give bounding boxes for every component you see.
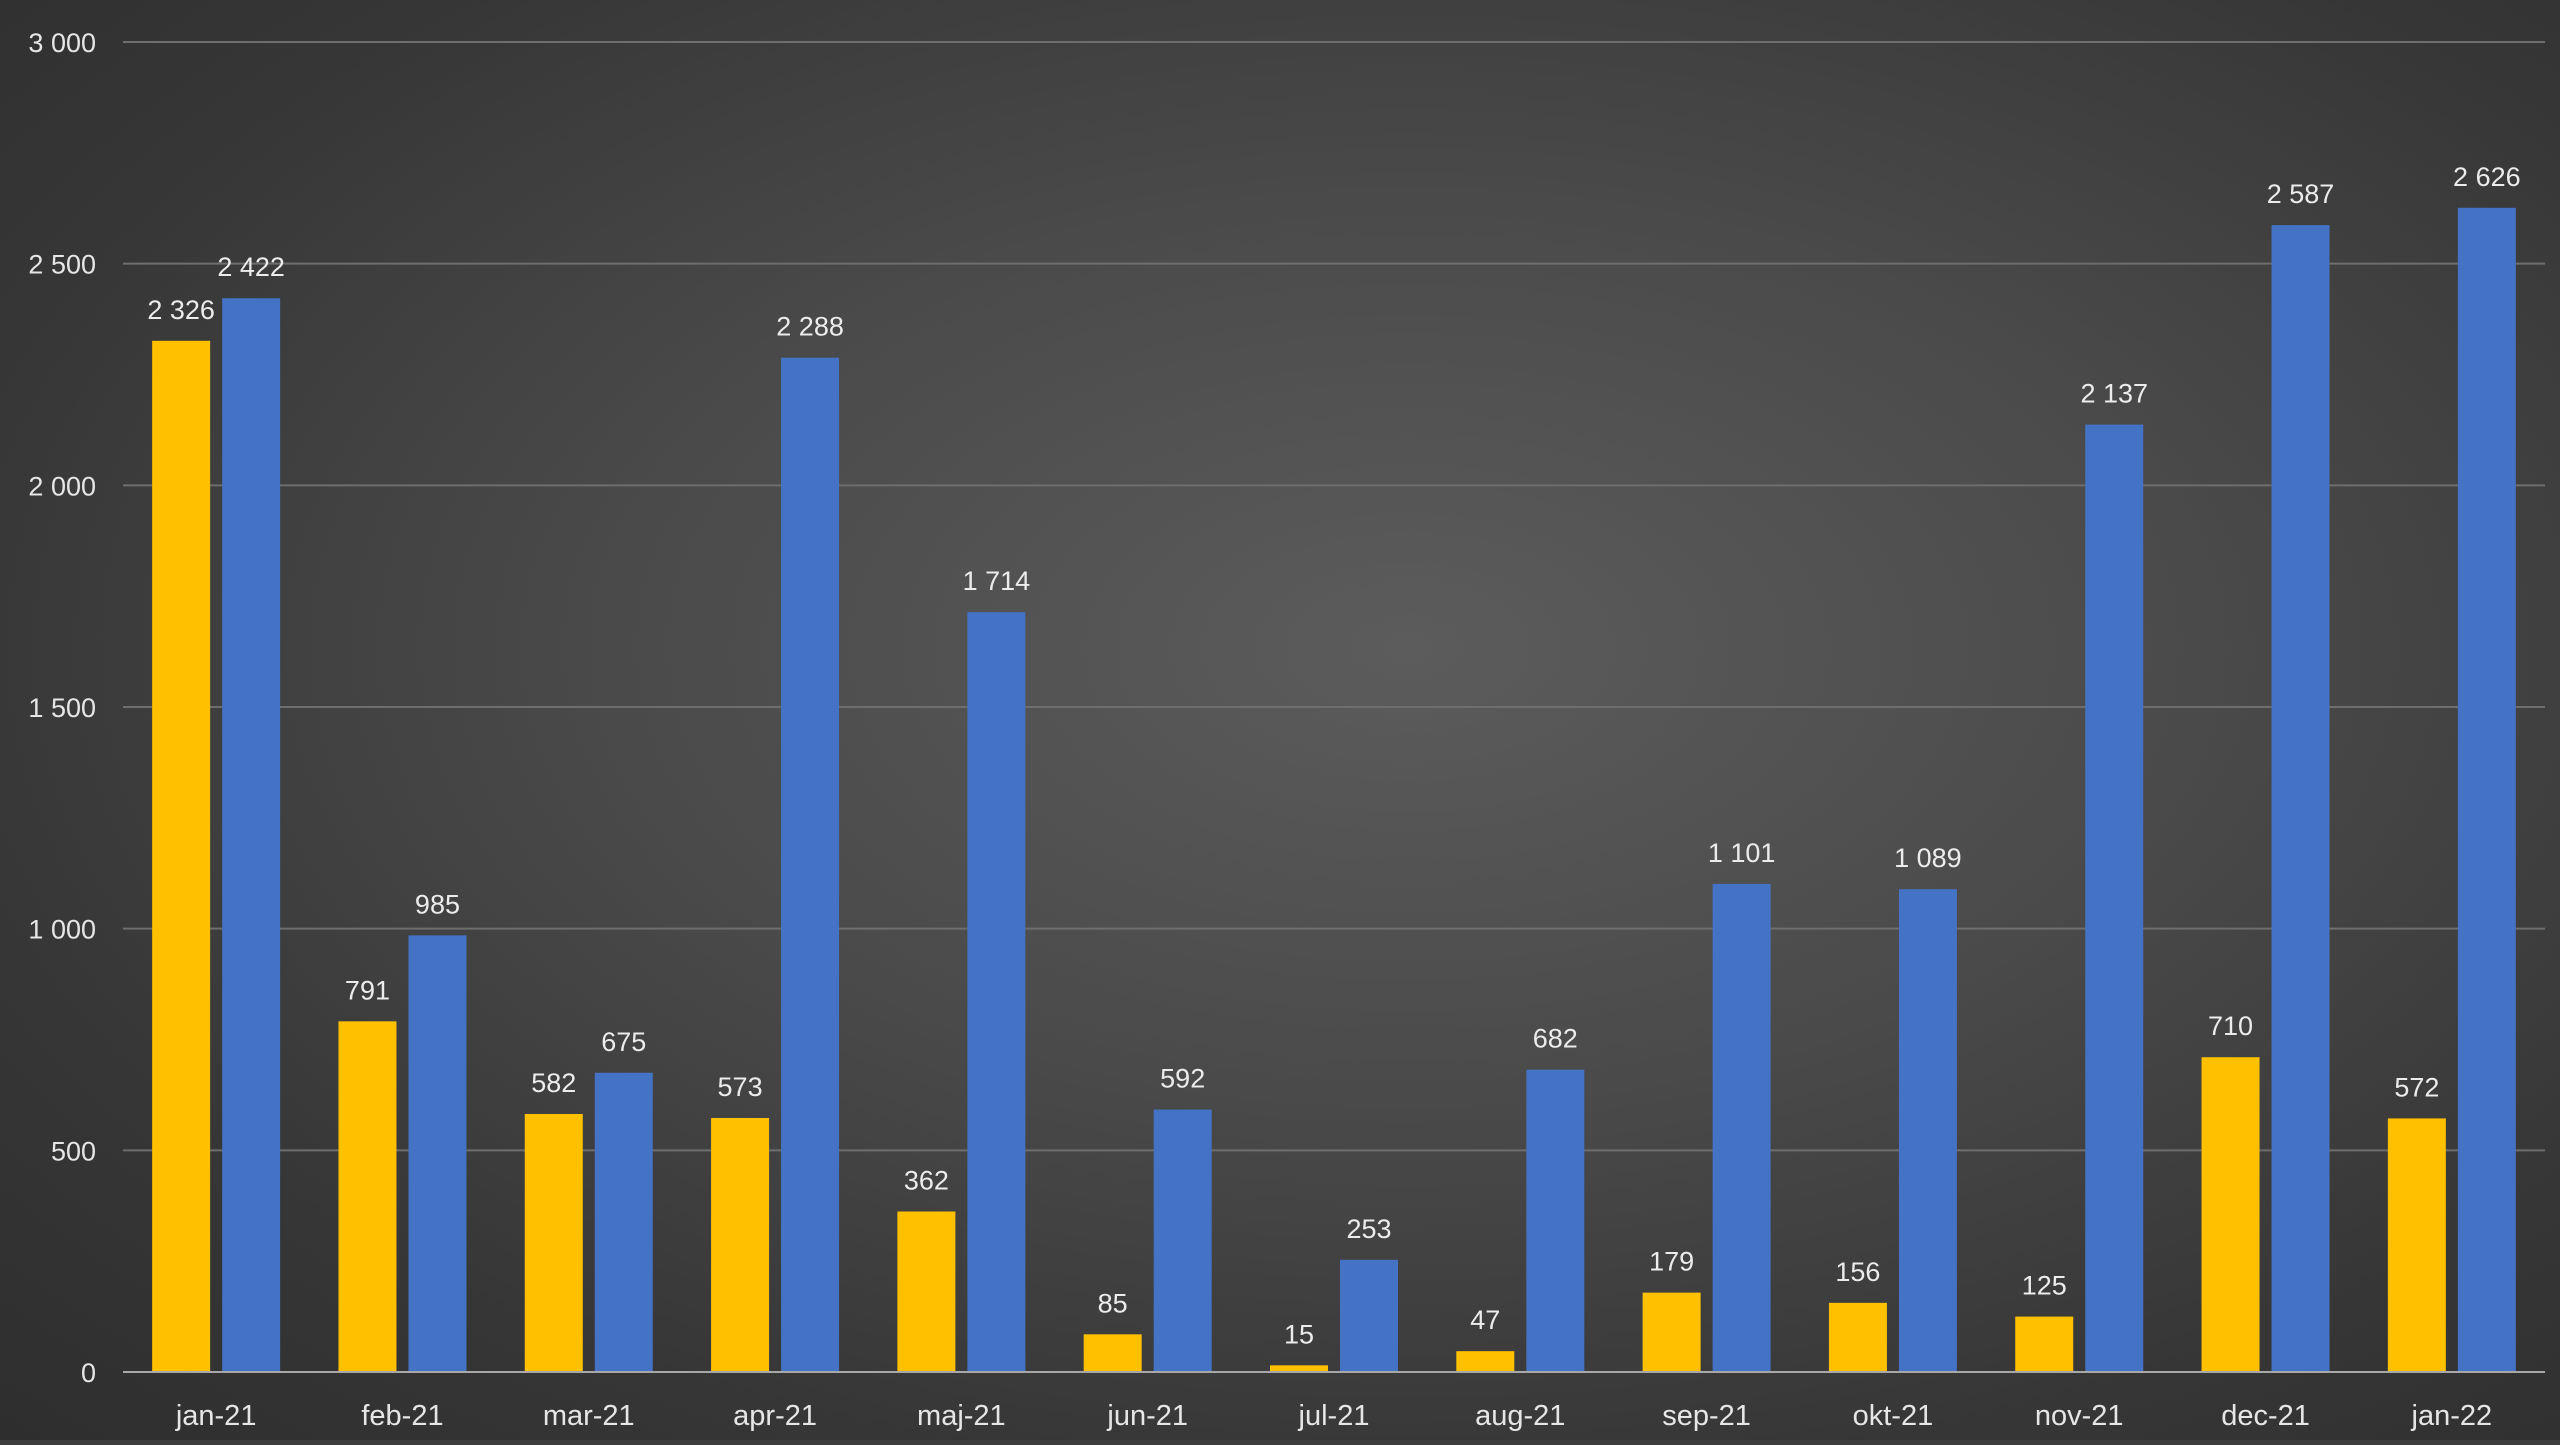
data-label: 985	[415, 889, 460, 919]
bar-series-1-jan-22	[2387, 1118, 2446, 1372]
data-label: 47	[1470, 1305, 1500, 1335]
data-label: 2 422	[217, 252, 285, 282]
grid-lines	[123, 41, 2545, 1152]
y-tick-label: 500	[51, 1136, 96, 1166]
bar-series-2-sep-21	[1712, 883, 1771, 1372]
data-label: 253	[1346, 1214, 1391, 1244]
data-label: 592	[1160, 1064, 1205, 1094]
data-label: 1 714	[963, 566, 1031, 596]
bar-series-2-jan-22	[2457, 207, 2516, 1373]
data-label: 582	[531, 1068, 576, 1098]
y-axis-tick-labels: 0 500 1 000 1 500 2 000 2 500 3 000	[28, 28, 96, 1388]
bar-series-2-jan-21	[222, 298, 281, 1372]
data-label: 2 626	[2453, 162, 2521, 192]
bar-series-1-aug-21	[1456, 1351, 1515, 1372]
x-category-label: aug-21	[1475, 1400, 1565, 1432]
data-label: 2 288	[776, 312, 844, 342]
bar-series-2-mar-21	[594, 1072, 653, 1372]
bar-series-2-jul-21	[1340, 1259, 1398, 1372]
bar-series-1-jun-21	[1083, 1334, 1142, 1372]
data-label: 710	[2208, 1011, 2253, 1041]
bar-series-1-dec-21	[2201, 1057, 2260, 1372]
bars	[152, 207, 2516, 1373]
data-label: 85	[1098, 1288, 1128, 1318]
x-category-label: jul-21	[1298, 1400, 1370, 1432]
bar-series-2-jun-21	[1153, 1109, 1212, 1372]
x-axis-category-labels: jan-21 feb-21 mar-21 apr-21 maj-21 jun-21 jul-…	[175, 1400, 2492, 1432]
bar-series-2-aug-21	[1526, 1069, 1585, 1372]
data-label: 572	[2394, 1072, 2439, 1102]
bar-series-2-nov-21	[2085, 424, 2144, 1372]
x-category-label: apr-21	[733, 1400, 817, 1432]
y-tick-label: 0	[81, 1358, 96, 1388]
bar-series-1-maj-21	[897, 1211, 956, 1372]
bar-series-1-mar-21	[524, 1113, 583, 1372]
x-category-label: dec-21	[2221, 1400, 2310, 1432]
data-label: 179	[1649, 1247, 1694, 1277]
data-label: 791	[345, 975, 390, 1005]
bar-series-1-apr-21	[711, 1117, 770, 1372]
data-label: 2 587	[2267, 179, 2335, 209]
bar-series-1-nov-21	[2015, 1316, 2074, 1372]
bar-series-1-jan-21	[152, 340, 211, 1373]
x-category-label: jan-21	[175, 1400, 257, 1432]
x-category-label: mar-21	[543, 1400, 635, 1432]
bar-series-1-okt-21	[1828, 1302, 1887, 1372]
data-label: 682	[1533, 1024, 1578, 1054]
bar-series-1-sep-21	[1642, 1292, 1701, 1372]
x-category-label: jan-22	[2411, 1400, 2493, 1432]
data-label: 2 137	[2080, 379, 2148, 409]
data-label: 15	[1284, 1319, 1314, 1349]
y-tick-label: 2 500	[28, 250, 96, 280]
x-category-label: nov-21	[2035, 1400, 2124, 1432]
data-label: 2 326	[147, 295, 215, 325]
x-category-label: jun-21	[1106, 1400, 1188, 1432]
bar-series-2-dec-21	[2271, 225, 2330, 1372]
data-label: 362	[904, 1166, 949, 1196]
y-tick-label: 1 500	[28, 693, 96, 723]
bar-series-2-apr-21	[781, 357, 840, 1372]
x-category-label: okt-21	[1853, 1400, 1934, 1432]
data-label: 1 101	[1708, 838, 1776, 868]
bar-series-2-feb-21	[408, 935, 467, 1372]
data-label: 125	[2022, 1271, 2067, 1301]
bar-series-2-maj-21	[967, 612, 1026, 1372]
x-category-label: sep-21	[1662, 1400, 1751, 1432]
y-tick-label: 2 000	[28, 471, 96, 501]
bar-series-1-feb-21	[338, 1021, 397, 1372]
data-label: 1 089	[1894, 843, 1962, 873]
y-tick-label: 3 000	[28, 28, 96, 58]
x-category-label: maj-21	[917, 1400, 1006, 1432]
data-label: 675	[601, 1027, 646, 1057]
bar-series-1-jul-21	[1270, 1365, 1328, 1372]
bar-series-2-okt-21	[1898, 889, 1957, 1372]
data-label: 573	[718, 1072, 763, 1102]
x-category-label: feb-21	[361, 1400, 443, 1432]
data-label: 156	[1835, 1257, 1880, 1287]
y-tick-label: 1 000	[28, 915, 96, 945]
